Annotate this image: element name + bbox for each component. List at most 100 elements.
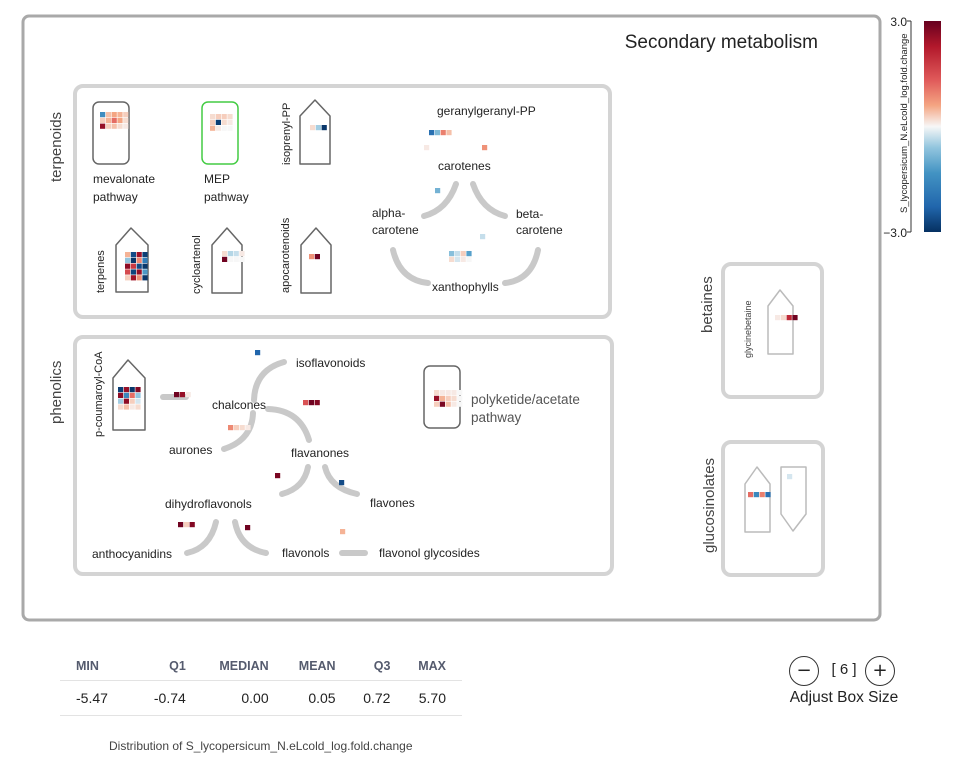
heatmap-cell[interactable] — [245, 525, 251, 531]
heatmap-cell[interactable] — [129, 404, 135, 410]
heatmap-cell[interactable] — [130, 252, 136, 258]
heatmap-cell[interactable] — [210, 125, 216, 131]
heatmap-cell[interactable] — [189, 522, 195, 528]
heatmap-cell[interactable] — [227, 256, 233, 262]
heatmap-cell[interactable] — [118, 392, 124, 398]
heatmap-cell[interactable] — [111, 123, 117, 129]
heatmap-cell[interactable] — [129, 392, 135, 398]
heatmap-cell[interactable] — [118, 387, 124, 393]
heatmap-cell[interactable] — [440, 130, 446, 136]
heatmap-cell[interactable] — [775, 315, 781, 321]
heatmap-cell[interactable] — [321, 125, 327, 131]
heatmap-cell[interactable] — [118, 404, 124, 410]
heatmap-cell[interactable] — [183, 522, 189, 528]
heatmap-cell[interactable] — [123, 392, 129, 398]
heatmap-cell[interactable] — [123, 404, 129, 410]
heatmap-cell[interactable] — [457, 401, 463, 407]
heatmap-cell[interactable] — [130, 269, 136, 275]
heatmap-cell[interactable] — [454, 256, 460, 262]
heatmap-glucosinolates-a[interactable] — [748, 492, 771, 498]
heatmap-cell[interactable] — [439, 401, 445, 407]
terpenes-node[interactable] — [115, 227, 149, 293]
heatmap-cell[interactable] — [185, 392, 191, 398]
heatmap-cell[interactable] — [135, 398, 141, 404]
heatmap-cell[interactable] — [215, 119, 221, 125]
heatmap-cell[interactable] — [105, 117, 111, 123]
decrease-box-size-button[interactable]: − — [789, 656, 819, 686]
heatmap-cell[interactable] — [142, 257, 148, 263]
heatmap-beta[interactable] — [480, 234, 486, 240]
heatmap-cell[interactable] — [130, 257, 136, 263]
heatmap-cell[interactable] — [239, 251, 245, 257]
heatmap-flavonol-glycosides[interactable] — [340, 529, 346, 535]
heatmap-cell[interactable] — [310, 125, 316, 131]
heatmap-chalcones-b[interactable] — [303, 400, 320, 406]
heatmap-cell[interactable] — [759, 492, 765, 498]
heatmap-cell[interactable] — [111, 112, 117, 118]
heatmap-anthocyanidins[interactable] — [245, 525, 251, 531]
mep-pathway-node[interactable] — [201, 101, 239, 165]
heatmap-cell[interactable] — [178, 522, 184, 528]
heatmap-cell[interactable] — [129, 387, 135, 393]
heatmap-alpha[interactable] — [435, 188, 441, 194]
heatmap-dihydroflavonols[interactable] — [178, 522, 195, 528]
heatmap-cell[interactable] — [233, 256, 239, 262]
apocarotenoids-node[interactable] — [300, 227, 332, 294]
heatmap-cell[interactable] — [233, 425, 239, 431]
heatmap-cell[interactable] — [125, 257, 131, 263]
heatmap-cell[interactable] — [142, 263, 148, 269]
heatmap-cell[interactable] — [105, 112, 111, 118]
heatmap-cell[interactable] — [792, 315, 798, 321]
heatmap-cell[interactable] — [136, 269, 142, 275]
heatmap-cell[interactable] — [480, 234, 486, 240]
heatmap-cell[interactable] — [434, 395, 440, 401]
heatmap-cell[interactable] — [339, 480, 345, 486]
cycloartenol-node[interactable] — [211, 227, 243, 294]
heatmap-cell[interactable] — [245, 425, 251, 431]
heatmap-isoprenyl[interactable] — [310, 125, 327, 131]
glucosinolate-node-a[interactable] — [744, 466, 771, 533]
heatmap-cell[interactable] — [454, 251, 460, 257]
heatmap-cell[interactable] — [434, 390, 440, 396]
heatmap-cell[interactable] — [117, 117, 123, 123]
heatmap-cell[interactable] — [179, 392, 185, 398]
glucosinolate-node-b[interactable] — [780, 466, 807, 532]
heatmap-flavanones[interactable] — [275, 473, 281, 479]
heatmap-chalcones-a[interactable] — [174, 392, 191, 398]
heatmap-cell[interactable] — [125, 252, 131, 258]
heatmap-cell[interactable] — [227, 114, 233, 120]
heatmap-mevalonate[interactable] — [100, 112, 129, 129]
heatmap-cell[interactable] — [460, 251, 466, 257]
heatmap-cell[interactable] — [210, 114, 216, 120]
heatmap-cell[interactable] — [221, 125, 227, 131]
heatmap-cell[interactable] — [222, 256, 228, 262]
heatmap-cell[interactable] — [117, 123, 123, 129]
heatmap-cell[interactable] — [135, 387, 141, 393]
heatmap-cell[interactable] — [457, 390, 463, 396]
heatmap-cell[interactable] — [130, 275, 136, 281]
heatmap-cell[interactable] — [275, 473, 281, 479]
heatmap-flavones[interactable] — [339, 480, 345, 486]
heatmap-cell[interactable] — [457, 395, 463, 401]
heatmap-cell[interactable] — [129, 398, 135, 404]
heatmap-cell[interactable] — [130, 263, 136, 269]
heatmap-cell[interactable] — [753, 492, 759, 498]
heatmap-cell[interactable] — [340, 529, 346, 535]
heatmap-cell[interactable] — [123, 387, 129, 393]
heatmap-cell[interactable] — [233, 251, 239, 257]
heatmap-cell[interactable] — [445, 390, 451, 396]
heatmap-cell[interactable] — [215, 114, 221, 120]
heatmap-glucosinolates-b[interactable] — [787, 474, 793, 480]
heatmap-carotenes-b[interactable] — [482, 145, 488, 151]
heatmap-apocarotenoids[interactable] — [309, 254, 320, 260]
mevalonate-pathway-node[interactable] — [92, 101, 130, 165]
heatmap-cell[interactable] — [787, 474, 793, 480]
glycinebetaine-node[interactable] — [767, 289, 794, 355]
heatmap-cell[interactable] — [142, 252, 148, 258]
heatmap-cell[interactable] — [449, 256, 455, 262]
heatmap-cell[interactable] — [466, 256, 472, 262]
heatmap-mep[interactable] — [210, 114, 233, 131]
heatmap-cell[interactable] — [111, 117, 117, 123]
heatmap-cell[interactable] — [308, 400, 314, 406]
heatmap-cell[interactable] — [309, 254, 315, 260]
